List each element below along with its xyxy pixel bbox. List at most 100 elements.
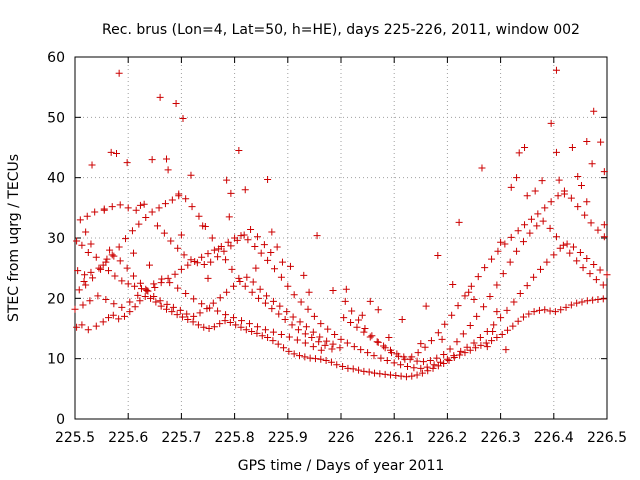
- data-point: [145, 261, 153, 269]
- data-point: [567, 194, 575, 202]
- data-point: [264, 256, 272, 264]
- x-tick-label: 226: [328, 430, 355, 446]
- data-point: [184, 315, 192, 323]
- data-point: [357, 346, 365, 354]
- data-point: [429, 364, 437, 372]
- data-point: [385, 334, 393, 342]
- data-point: [136, 201, 144, 209]
- data-point: [366, 333, 374, 341]
- data-point: [440, 359, 448, 367]
- data-point: [586, 270, 594, 278]
- data-point: [227, 242, 235, 250]
- data-point: [449, 280, 457, 288]
- data-point: [448, 311, 456, 319]
- data-point: [230, 282, 238, 290]
- data-point: [289, 313, 297, 321]
- data-point: [163, 155, 171, 163]
- data-point: [284, 282, 292, 290]
- data-point: [424, 367, 432, 375]
- data-point: [241, 186, 249, 194]
- data-point: [108, 251, 116, 259]
- data-point: [568, 144, 576, 151]
- data-point: [587, 219, 595, 227]
- data-point: [216, 294, 224, 302]
- data-point: [123, 159, 131, 167]
- data-point: [343, 339, 351, 347]
- axis-ticks: 225.5 225.6 225.7 225.8 225.9 226 226.1 226.2 22…: [47, 50, 627, 446]
- data-point: [531, 187, 539, 195]
- data-point: [600, 221, 608, 229]
- data-point: [128, 227, 136, 235]
- data-point: [148, 156, 156, 164]
- data-point: [264, 175, 272, 183]
- data-point: [288, 321, 296, 329]
- data-point: [557, 306, 565, 314]
- data-point: [156, 297, 164, 305]
- data-point: [441, 320, 449, 328]
- data-point: [538, 177, 546, 185]
- data-point: [124, 204, 132, 212]
- data-point: [329, 286, 337, 294]
- data-point: [470, 296, 478, 304]
- data-point: [204, 250, 212, 258]
- data-point: [112, 150, 120, 158]
- data-point: [280, 344, 288, 352]
- data-point: [130, 249, 138, 257]
- data-point: [434, 362, 442, 370]
- data-point: [275, 310, 283, 318]
- data-point: [269, 337, 277, 345]
- data-point: [142, 213, 150, 221]
- data-point: [516, 290, 524, 298]
- data-point: [590, 107, 598, 115]
- data-point: [555, 176, 563, 184]
- data-point: [277, 331, 285, 339]
- data-point: [599, 281, 607, 289]
- data-point: [173, 311, 181, 319]
- data-point: [206, 304, 214, 312]
- data-point: [467, 282, 475, 290]
- data-point: [445, 356, 453, 364]
- data-point: [461, 292, 469, 300]
- data-point: [135, 220, 143, 228]
- data-point: [456, 351, 464, 359]
- data-point: [199, 222, 207, 230]
- data-point: [228, 265, 236, 273]
- data-point: [134, 291, 142, 299]
- data-point: [227, 189, 235, 197]
- data-point: [286, 262, 294, 270]
- data-point: [122, 235, 130, 243]
- data-point: [493, 308, 501, 316]
- data-point: [465, 288, 473, 296]
- data-point: [116, 201, 124, 209]
- data-point: [253, 233, 261, 241]
- data-point: [574, 203, 582, 211]
- data-point: [364, 349, 372, 357]
- data-point: [74, 267, 82, 275]
- data-point: [317, 355, 325, 363]
- data-point: [76, 216, 84, 224]
- data-point: [350, 343, 358, 351]
- data-point: [507, 233, 515, 241]
- data-point: [226, 318, 234, 326]
- data-point: [589, 296, 597, 304]
- data-point: [327, 358, 335, 366]
- data-point: [253, 329, 261, 337]
- data-point: [317, 320, 325, 328]
- data-point: [207, 258, 215, 266]
- data-point: [97, 265, 105, 273]
- data-point: [184, 261, 192, 269]
- data-point: [527, 215, 535, 223]
- data-point: [533, 222, 541, 230]
- data-point: [190, 312, 198, 320]
- data-point: [208, 234, 216, 242]
- data-point: [349, 365, 357, 373]
- data-point: [220, 247, 228, 255]
- data-point: [290, 350, 298, 358]
- data-point: [116, 257, 124, 265]
- data-point: [174, 284, 182, 292]
- data-point: [560, 190, 568, 198]
- x-tick-label: 225.5: [55, 430, 95, 446]
- data-point: [157, 279, 165, 287]
- data-point: [454, 302, 462, 310]
- data-point: [371, 369, 379, 377]
